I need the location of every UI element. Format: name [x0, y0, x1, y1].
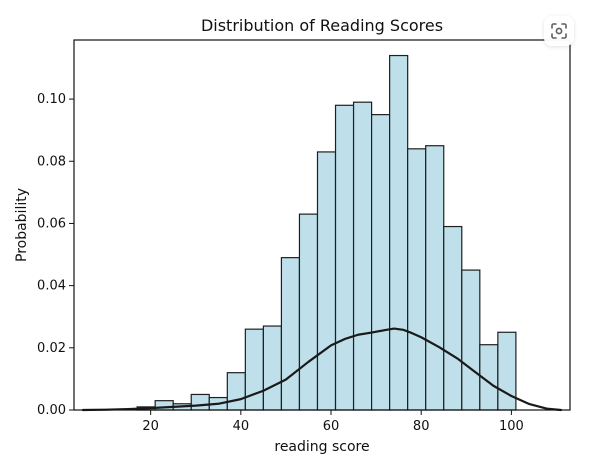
histogram-bar: [244, 328, 264, 411]
histogram-bar: [425, 145, 445, 411]
capture-icon: [551, 23, 567, 39]
histogram-bar: [280, 257, 301, 411]
y-tick-label: 0.08: [37, 154, 66, 169]
y-tick-label: 0.02: [37, 341, 66, 356]
histogram-bar: [298, 213, 319, 411]
x-tick-label: 40: [233, 419, 250, 434]
x-tick-label: 80: [413, 419, 430, 434]
x-tick-label: 20: [142, 419, 159, 434]
y-tick-label: 0.04: [37, 279, 66, 294]
y-tick-label: 0.10: [37, 92, 66, 107]
histogram-bar: [226, 372, 246, 411]
histogram-bar: [407, 148, 427, 411]
density-curve: [81, 327, 563, 412]
histogram-bar: [190, 393, 210, 411]
capture-button[interactable]: [544, 16, 574, 46]
y-tick-label: 0.00: [37, 403, 66, 418]
histogram-bar: [461, 269, 481, 411]
plot-frame: [73, 39, 571, 411]
x-axis-label: reading score: [274, 439, 369, 455]
y-axis-label: Probability: [14, 188, 30, 262]
x-tick-label: 100: [499, 419, 524, 434]
histogram-bar: [352, 101, 373, 411]
histogram-bar: [389, 54, 409, 411]
chart-title: Distribution of Reading Scores: [201, 16, 443, 35]
histogram-bar: [262, 325, 283, 411]
histogram-bar: [316, 151, 337, 411]
histogram-bar: [497, 331, 517, 411]
histogram-bar: [371, 114, 391, 411]
x-tick-label: 60: [323, 419, 340, 434]
histogram-bar: [334, 104, 355, 411]
y-tick-label: 0.06: [37, 216, 66, 231]
histogram-bar: [443, 225, 463, 411]
